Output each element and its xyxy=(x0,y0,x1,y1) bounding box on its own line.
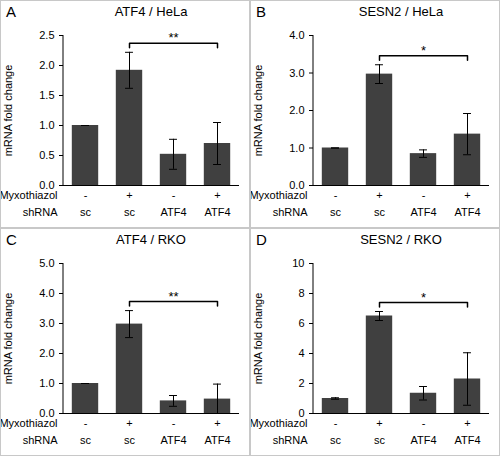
svg-text:ATF4: ATF4 xyxy=(204,206,230,218)
svg-text:ATF4: ATF4 xyxy=(454,206,480,218)
svg-text:8: 8 xyxy=(298,287,304,299)
html-text:D: D xyxy=(256,231,267,248)
svg-text:+: + xyxy=(214,189,220,201)
svg-text:*: * xyxy=(421,43,426,58)
svg-text:-: - xyxy=(422,417,426,429)
svg-text:-: - xyxy=(172,417,176,429)
html-text:A: A xyxy=(6,3,16,20)
svg-text:ATF4: ATF4 xyxy=(454,434,480,446)
svg-text:2.0: 2.0 xyxy=(39,59,54,71)
svg-text:sc: sc xyxy=(374,434,386,446)
svg-text:0.0: 0.0 xyxy=(39,407,55,419)
svg-text:4.0: 4.0 xyxy=(39,287,54,299)
svg-text:-: - xyxy=(334,189,338,201)
svg-text:+: + xyxy=(464,189,470,201)
svg-text:0.0: 0.0 xyxy=(39,179,55,191)
svg-text:sc: sc xyxy=(80,206,92,218)
svg-text:+: + xyxy=(126,189,132,201)
html-text:ATF4 / RKO: ATF4 / RKO xyxy=(116,232,186,247)
svg-text:sc: sc xyxy=(80,434,92,446)
svg-text:mRNA fold change: mRNA fold change xyxy=(252,65,264,157)
svg-text:mRNA fold change: mRNA fold change xyxy=(252,293,264,385)
html-text:SESN2 / RKO: SESN2 / RKO xyxy=(360,232,442,247)
svg-text:+: + xyxy=(126,417,132,429)
svg-text:ATF4: ATF4 xyxy=(160,434,186,446)
svg-text:sc: sc xyxy=(374,206,386,218)
svg-text:**: ** xyxy=(168,30,178,45)
svg-text:shRNA: shRNA xyxy=(23,206,59,218)
svg-text:10: 10 xyxy=(292,257,304,269)
svg-text:sc: sc xyxy=(330,434,342,446)
svg-text:1.0: 1.0 xyxy=(39,377,54,389)
svg-text:3.0: 3.0 xyxy=(289,67,304,79)
svg-text:+: + xyxy=(214,417,220,429)
svg-text:2: 2 xyxy=(298,377,304,389)
svg-text:0.0: 0.0 xyxy=(289,179,305,191)
svg-text:1.5: 1.5 xyxy=(39,89,54,101)
html-text:ATF4 / HeLa: ATF4 / HeLa xyxy=(114,4,188,19)
svg-text:6: 6 xyxy=(298,317,304,329)
svg-text:shRNA: shRNA xyxy=(273,434,309,446)
svg-text:**: ** xyxy=(168,289,178,304)
svg-text:ATF4: ATF4 xyxy=(204,434,230,446)
svg-text:shRNA: shRNA xyxy=(23,434,59,446)
svg-text:ATF4: ATF4 xyxy=(410,434,436,446)
svg-text:0.5: 0.5 xyxy=(39,149,54,161)
svg-text:-: - xyxy=(334,417,338,429)
html-text:B: B xyxy=(256,3,266,20)
svg-text:2.5: 2.5 xyxy=(39,29,54,41)
svg-text:2.0: 2.0 xyxy=(289,104,304,116)
svg-text:-: - xyxy=(84,417,88,429)
svg-text:Myxothiazol: Myxothiazol xyxy=(251,417,308,429)
svg-text:4: 4 xyxy=(298,347,304,359)
svg-text:Myxothiazol: Myxothiazol xyxy=(1,417,58,429)
svg-text:4.0: 4.0 xyxy=(289,29,304,41)
svg-text:sc: sc xyxy=(124,206,136,218)
svg-text:sc: sc xyxy=(124,434,136,446)
svg-text:-: - xyxy=(84,189,88,201)
html-text:C: C xyxy=(6,231,17,248)
svg-text:+: + xyxy=(376,417,382,429)
svg-text:+: + xyxy=(464,417,470,429)
svg-text:-: - xyxy=(422,189,426,201)
svg-text:ATF4: ATF4 xyxy=(160,206,186,218)
svg-text:mRNA fold change: mRNA fold change xyxy=(2,293,14,385)
svg-text:sc: sc xyxy=(330,206,342,218)
svg-text:*: * xyxy=(421,290,426,305)
svg-text:ATF4: ATF4 xyxy=(410,206,436,218)
svg-text:mRNA fold change: mRNA fold change xyxy=(2,65,14,157)
svg-text:-: - xyxy=(172,189,176,201)
svg-text:5.0: 5.0 xyxy=(39,257,54,269)
svg-text:Myxothiazol: Myxothiazol xyxy=(1,189,58,201)
svg-text:1.0: 1.0 xyxy=(289,142,304,154)
svg-text:0: 0 xyxy=(298,407,305,419)
svg-text:2.0: 2.0 xyxy=(39,347,54,359)
html-text:SESN2 / HeLa: SESN2 / HeLa xyxy=(358,4,444,19)
svg-text:Myxothiazol: Myxothiazol xyxy=(251,189,308,201)
svg-text:shRNA: shRNA xyxy=(273,206,309,218)
svg-text:1.0: 1.0 xyxy=(39,119,54,131)
svg-text:+: + xyxy=(376,189,382,201)
svg-text:3.0: 3.0 xyxy=(39,317,54,329)
